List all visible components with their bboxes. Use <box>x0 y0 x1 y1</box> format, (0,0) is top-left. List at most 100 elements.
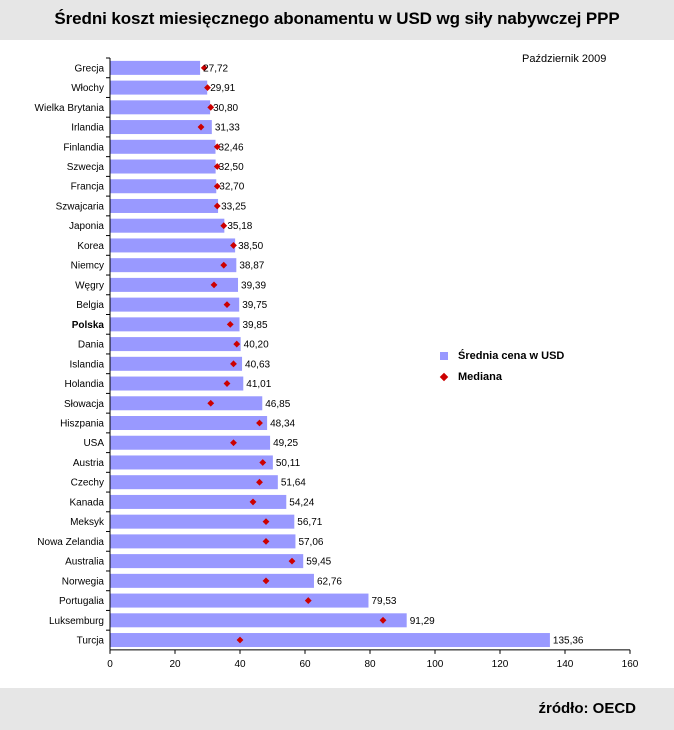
category-label: Węgry <box>75 280 104 291</box>
bar <box>110 455 273 470</box>
median-marker <box>223 301 231 309</box>
category-label: USA <box>83 438 104 449</box>
value-label: 27,72 <box>203 63 228 74</box>
category-label: Holandia <box>65 379 105 390</box>
chart-title: Średni koszt miesięcznego abonamentu w U… <box>54 9 620 28</box>
category-label: Polska <box>72 320 105 331</box>
category-label: Wielka Brytania <box>35 103 105 114</box>
median-marker <box>259 459 267 466</box>
median-marker <box>304 597 312 604</box>
bar <box>110 120 212 135</box>
value-label: 33,25 <box>221 201 246 212</box>
category-label: Japonia <box>69 221 104 232</box>
category-label: Szwajcaria <box>56 201 105 212</box>
x-tick-label: 100 <box>427 659 444 670</box>
value-label: 32,70 <box>219 182 244 193</box>
bar <box>110 277 239 292</box>
value-label: 57,06 <box>298 537 323 548</box>
bar <box>110 297 240 312</box>
category-label: Czechy <box>71 478 104 489</box>
median-marker <box>213 143 221 151</box>
value-label: 41,01 <box>246 379 271 390</box>
bar <box>110 139 216 154</box>
category-label: Dania <box>78 340 105 351</box>
median-marker <box>230 439 237 447</box>
median-marker <box>230 242 237 249</box>
bar <box>110 514 295 529</box>
category-label: Korea <box>77 241 104 252</box>
median-marker <box>288 557 296 565</box>
value-label: 62,76 <box>317 576 342 587</box>
bar <box>110 573 314 588</box>
value-label: 56,71 <box>297 517 322 528</box>
category-label: Turcja <box>77 636 105 647</box>
median-marker <box>262 518 270 526</box>
bar <box>110 376 244 391</box>
value-label: 91,29 <box>410 616 435 627</box>
median-marker <box>256 419 263 427</box>
median-marker <box>379 616 387 624</box>
legend-median-label: Mediana <box>458 370 503 383</box>
x-tick-label: 0 <box>107 659 113 670</box>
median-marker <box>197 123 205 131</box>
bar <box>110 613 407 628</box>
median-marker <box>213 202 221 210</box>
bar <box>110 534 296 549</box>
bar <box>110 238 236 253</box>
category-label: Austria <box>73 458 105 469</box>
bar <box>110 416 268 431</box>
legend-item-median: Mediana <box>439 366 564 387</box>
source-note: źródło: OECD <box>538 700 637 717</box>
median-marker <box>210 281 218 289</box>
value-label: 46,85 <box>265 399 290 410</box>
value-label: 59,45 <box>306 557 331 568</box>
value-label: 40,63 <box>245 359 270 370</box>
median-marker <box>220 222 228 230</box>
x-tick-label: 20 <box>169 659 181 670</box>
category-label: Luksemburg <box>49 616 104 627</box>
bar <box>110 100 211 115</box>
bar <box>110 60 201 75</box>
value-label: 29,91 <box>210 83 235 94</box>
bar <box>110 317 240 332</box>
bar <box>110 356 243 371</box>
value-label: 32,46 <box>218 142 243 153</box>
bar <box>110 337 241 352</box>
bar <box>110 218 225 233</box>
category-label: Belgia <box>76 300 104 311</box>
legend: Średnia cena w USD Mediana <box>439 345 564 387</box>
legend-bar-swatch <box>440 351 448 360</box>
category-label: Kanada <box>70 497 105 508</box>
x-tick-label: 60 <box>299 659 311 670</box>
median-marker <box>220 261 228 269</box>
value-label: 49,25 <box>273 438 298 449</box>
value-label: 48,34 <box>270 419 295 430</box>
value-label: 38,50 <box>238 241 263 252</box>
bar <box>110 475 278 490</box>
value-label: 79,53 <box>371 596 396 607</box>
median-marker <box>262 537 270 545</box>
median-marker <box>204 84 211 91</box>
value-label: 38,87 <box>239 261 264 272</box>
median-marker <box>262 577 270 585</box>
value-label: 40,20 <box>244 340 269 351</box>
median-marker <box>200 64 208 72</box>
x-tick-label: 120 <box>492 659 509 670</box>
footer-band: źródło: OECD <box>0 688 674 730</box>
x-tick-label: 80 <box>364 659 376 670</box>
x-tick-label: 40 <box>234 659 246 670</box>
median-marker <box>226 320 234 328</box>
legend-diamond-swatch <box>439 372 449 381</box>
value-label: 30,80 <box>213 103 238 114</box>
median-marker <box>233 340 241 348</box>
category-label: Włochy <box>71 83 104 94</box>
bar <box>110 396 263 411</box>
median-marker <box>213 163 221 170</box>
value-label: 51,64 <box>281 478 306 489</box>
bar <box>110 494 287 509</box>
bar <box>110 554 304 569</box>
category-label: Hiszpania <box>60 419 104 430</box>
value-label: 39,39 <box>241 280 266 291</box>
bar <box>110 198 219 213</box>
value-label: 54,24 <box>289 497 314 508</box>
